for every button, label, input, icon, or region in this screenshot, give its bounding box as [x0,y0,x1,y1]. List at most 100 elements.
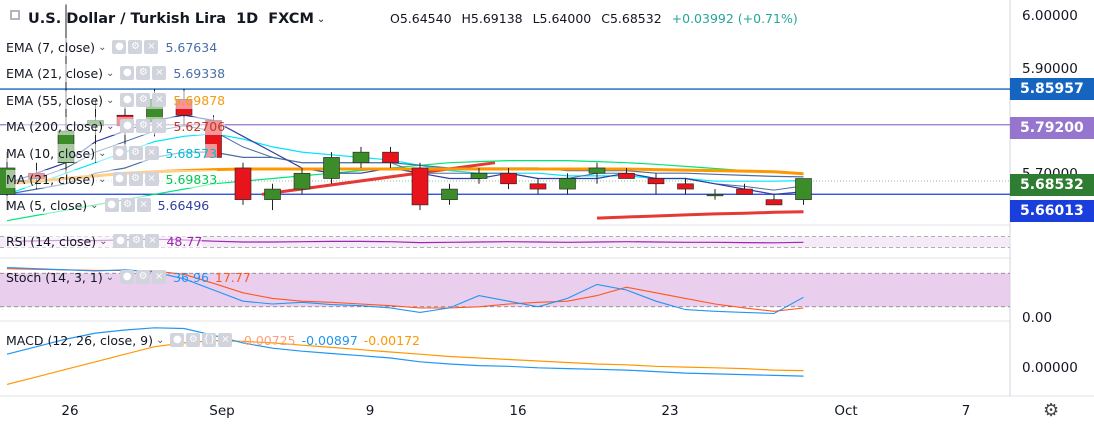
eye-icon[interactable]: ● [170,333,185,347]
close-icon[interactable]: × [144,172,159,186]
indicator-value: 5.69338 [173,65,226,81]
code-icon[interactable]: {} [202,333,217,347]
chevron-down-icon[interactable]: ⌄ [98,41,107,53]
date-label: Oct [834,403,858,419]
symbol-menu-icon[interactable] [10,10,20,20]
gear-icon[interactable]: ⚙ [136,270,151,284]
eye-icon[interactable]: ● [104,198,119,212]
close-icon[interactable]: × [152,119,167,133]
indicator-name: MA (5, close) [6,197,88,213]
close-icon[interactable]: × [152,66,167,80]
chevron-down-icon[interactable]: ⌄ [156,334,165,346]
chevron-down-icon[interactable]: ⌄ [316,13,326,25]
chevron-down-icon[interactable]: ⌄ [106,94,115,106]
indicator-name: MA (21, close) [6,171,96,187]
macd-legend[interactable]: MACD (12, 26, close, 9) ⌄ ● ⚙{} × -0.00725… [6,331,420,349]
close-icon[interactable]: × [152,270,167,284]
indicator-value: 5.69878 [173,92,226,108]
eye-icon[interactable]: ● [120,119,135,133]
eye-icon[interactable]: ● [112,40,127,54]
chevron-down-icon[interactable]: ⌄ [90,199,99,211]
candle-body [264,188,281,200]
stoch-legend[interactable]: Stoch (14, 3, 1) ⌄ ● ⚙ × 36.96 17.77 [6,268,251,286]
gear-icon[interactable]: ⚙ [128,146,143,160]
indicator-name: MA (10, close) [6,145,96,161]
eye-icon[interactable]: ● [112,172,127,186]
gear-icon[interactable]: ⚙ [136,93,151,107]
exchange-label: FXCM [268,11,314,27]
price-tick: 6.00000 [1022,8,1078,24]
candle-body [559,178,576,190]
date-label: 26 [61,403,79,419]
ohlc-readout: O5.64540 H5.69138 L5.64000 C5.68532 +0.0… [390,11,804,26]
macd-axis-label: 0.00000 [1022,360,1078,376]
indicator-legend-ma5[interactable]: MA (5, close) ⌄ ● ⚙ × 5.66496 [6,196,210,214]
indicator-value: 5.62706 [173,118,226,134]
indicator-legend-ma21[interactable]: MA (21, close) ⌄ ● ⚙ × 5.69833 [6,170,218,188]
close-icon[interactable]: × [144,40,159,54]
indicator-legend-ema7[interactable]: EMA (7, close) ⌄ ● ⚙ × 5.67634 [6,38,218,56]
gear-icon[interactable]: ⚙ [120,198,135,212]
close-icon[interactable]: × [152,93,167,107]
candle-body [529,183,547,190]
candle-body [706,194,724,197]
macd-value: -0.00897 [301,332,358,348]
chevron-down-icon[interactable]: ⌄ [106,120,115,132]
macd-signal-value: -0.00172 [363,332,420,348]
candle-body [618,172,635,179]
open-value: O5.64540 [390,11,452,26]
indicator-name: MA (200, close) [6,118,104,134]
candle-body [795,178,812,200]
symbol-header[interactable]: U.S. Dollar / Turkish Lira 1D FXCM ⌄ [28,6,325,32]
indicator-legend-ma200[interactable]: MA (200, close) ⌄ ● ⚙ × 5.62706 [6,117,226,135]
close-icon[interactable]: × [136,198,151,212]
eye-icon[interactable]: ● [120,66,135,80]
indicator-legend-ema21[interactable]: EMA (21, close) ⌄ ● ⚙ × 5.69338 [6,64,226,82]
gear-icon[interactable]: ⚙ [136,66,151,80]
close-icon[interactable]: × [218,333,233,347]
date-label: 16 [509,403,527,419]
indicator-name: MACD (12, 26, close, 9) [6,332,153,348]
eye-icon[interactable]: ● [113,234,128,248]
eye-icon[interactable]: ● [120,93,135,107]
date-label: 9 [365,403,375,419]
candle-body [323,157,340,179]
gear-icon[interactable]: ⚙ [129,234,144,248]
stoch-k-value: 36.96 [173,269,209,285]
chevron-down-icon[interactable]: ⌄ [106,67,115,79]
indicator-legend-ema55[interactable]: EMA (55, close) ⌄ ● ⚙ × 5.69878 [6,91,226,109]
gear-icon[interactable]: ⚙ [128,40,143,54]
macd-signal-line [6,339,804,385]
date-label: Sep [209,403,235,419]
eye-icon[interactable]: ● [112,146,127,160]
close-icon[interactable]: × [145,234,160,248]
gear-icon[interactable]: ⚙ [186,333,201,347]
chevron-down-icon[interactable]: ⌄ [98,173,107,185]
interval-label: 1D [236,11,259,27]
ema21-line [6,151,804,195]
low-value: L5.64000 [532,11,592,26]
indicator-legend-ma10[interactable]: MA (10, close) ⌄ ● ⚙ × 5.68573 [6,144,218,162]
price-tag-level: 5.66013 [1010,200,1094,222]
candle-body [441,188,458,200]
gear-icon[interactable]: ⚙ [136,119,151,133]
indicator-value: 5.67634 [165,39,218,55]
stoch-band [0,273,1010,307]
close-icon[interactable]: × [144,146,159,160]
candle-body [500,172,517,185]
chevron-down-icon[interactable]: ⌄ [99,235,108,247]
rsi-legend[interactable]: RSI (14, close) ⌄ ● ⚙ × 48.77 [6,232,203,250]
indicator-name: EMA (7, close) [6,39,96,55]
settings-gear-icon[interactable]: ⚙ [1043,400,1060,421]
candle-body [234,167,252,200]
gear-icon[interactable]: ⚙ [128,172,143,186]
date-label: 23 [661,403,679,419]
chevron-down-icon[interactable]: ⌄ [98,147,107,159]
close-value: C5.68532 [601,11,662,26]
eye-icon[interactable]: ● [120,270,135,284]
stoch-d-value: 17.77 [214,269,251,285]
indicator-name: RSI (14, close) [6,233,97,249]
macd-line [6,327,804,377]
chevron-down-icon[interactable]: ⌄ [105,271,115,283]
